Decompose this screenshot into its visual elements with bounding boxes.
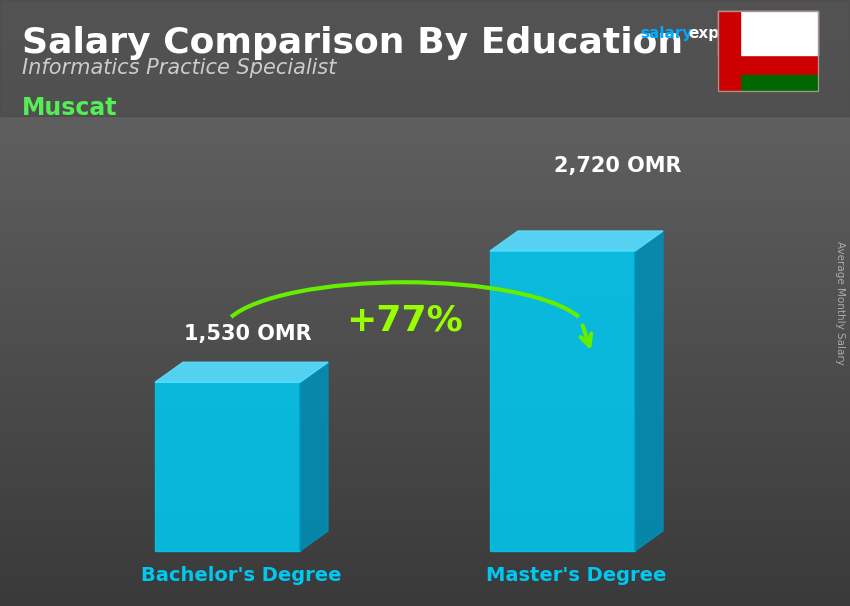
Polygon shape: [300, 362, 328, 551]
Text: explorer: explorer: [688, 26, 760, 41]
Text: Master's Degree: Master's Degree: [486, 566, 666, 585]
Text: Average Monthly Salary: Average Monthly Salary: [835, 241, 845, 365]
Bar: [718, 11, 818, 55]
Polygon shape: [155, 362, 328, 382]
Bar: [718, 11, 818, 91]
Bar: [155, 382, 300, 551]
Polygon shape: [635, 231, 663, 551]
Text: +77%: +77%: [347, 303, 463, 338]
Text: 1,530 OMR: 1,530 OMR: [184, 324, 311, 344]
Text: 2,720 OMR: 2,720 OMR: [553, 156, 681, 176]
Bar: [0, 0, 850, 116]
Text: .com: .com: [743, 26, 784, 41]
Bar: [490, 251, 635, 551]
Bar: [718, 11, 818, 91]
Polygon shape: [490, 231, 663, 251]
Text: Muscat: Muscat: [22, 96, 117, 120]
Text: Informatics Practice Specialist: Informatics Practice Specialist: [22, 58, 337, 78]
Text: Bachelor's Degree: Bachelor's Degree: [141, 566, 342, 585]
Text: Salary Comparison By Education: Salary Comparison By Education: [22, 26, 683, 60]
Text: salary: salary: [640, 26, 693, 41]
Bar: [718, 75, 818, 91]
Bar: [718, 11, 740, 91]
